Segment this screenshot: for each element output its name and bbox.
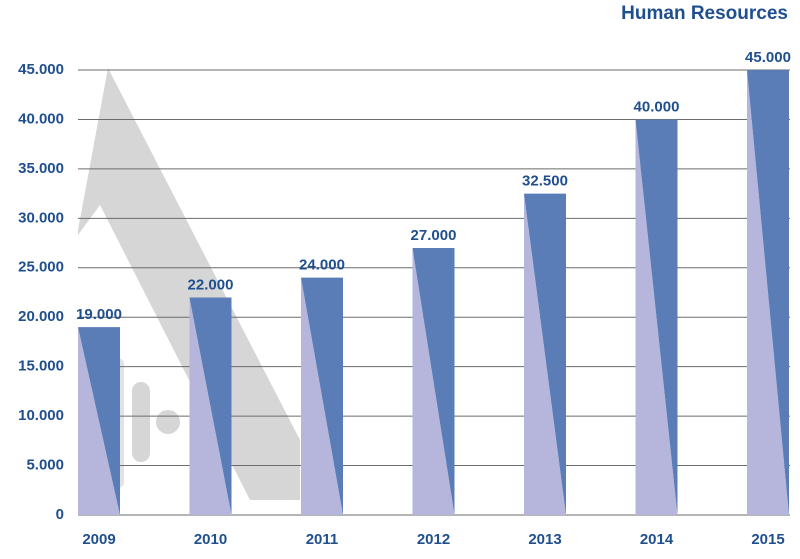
x-tick-label: 2015 [751, 531, 784, 548]
bar-dark [78, 327, 120, 515]
bar-dark [524, 193, 566, 515]
data-label: 22.000 [188, 276, 234, 293]
data-label: 40.000 [634, 98, 680, 115]
y-tick-label: 15.000 [18, 358, 64, 375]
y-tick-label: 30.000 [18, 209, 64, 226]
bar-light [78, 327, 120, 515]
y-tick-label: 45.000 [18, 61, 64, 78]
data-label: 19.000 [76, 306, 122, 323]
bar-dark [412, 248, 455, 515]
data-label: 32.500 [522, 173, 568, 190]
x-tick-label: 2009 [82, 531, 115, 548]
y-tick-label: 5.000 [26, 457, 64, 474]
y-tick-label: 35.000 [18, 160, 64, 177]
x-tick-label: 2014 [640, 531, 674, 548]
data-label: 24.000 [299, 257, 345, 274]
y-tick-label: 10.000 [18, 407, 64, 424]
bar-light [301, 277, 343, 515]
data-label: 27.000 [411, 227, 457, 244]
bar-dark [635, 119, 678, 515]
x-tick-label: 2012 [417, 531, 450, 548]
x-tick-label: 2010 [194, 531, 227, 548]
x-tick-label: 2011 [306, 531, 339, 548]
x-tick-label: 2013 [528, 531, 561, 548]
y-tick-label: 20.000 [18, 308, 64, 325]
y-tick-label: 25.000 [18, 259, 64, 276]
y-tick-label: 0 [56, 506, 64, 523]
y-tick-label: 40.000 [18, 110, 64, 127]
bar-dark [189, 297, 232, 515]
bar-dark [301, 277, 343, 515]
bar-dark [747, 70, 789, 515]
chart-title: Human Resources [621, 3, 788, 24]
data-label: 45.000 [745, 49, 791, 66]
